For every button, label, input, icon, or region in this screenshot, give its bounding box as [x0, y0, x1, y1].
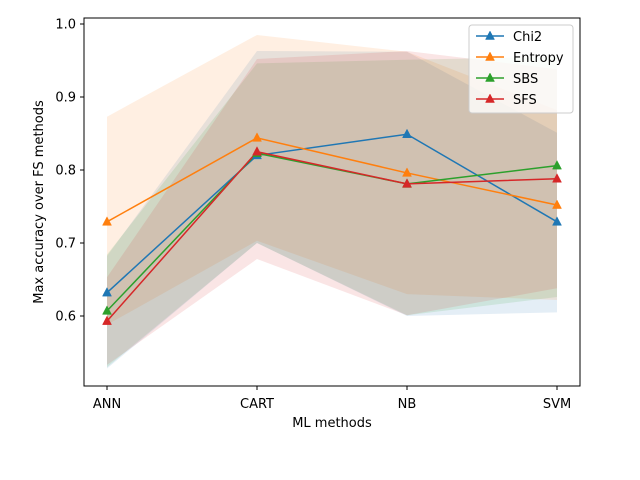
band-chi2: [107, 51, 557, 369]
point-entropy-cart: [252, 132, 262, 142]
legend-box: [468, 24, 574, 114]
y-tick-label: 0.8: [55, 164, 76, 179]
point-sbs-ann: [102, 305, 112, 315]
point-chi2-nb: [402, 128, 412, 138]
x-tick-label: NB: [398, 397, 417, 412]
legend: Chi2 Entropy SBS SFS: [468, 24, 574, 114]
legend-marker-icon: [485, 51, 495, 61]
legend-marker-icon: [485, 72, 495, 82]
y-axis-ticks: 0.6 0.7 0.8 0.9 1.0: [55, 18, 84, 325]
x-axis-ticks: ANN CART NB SVM: [93, 386, 571, 412]
point-sfs-ann: [102, 315, 112, 325]
y-tick-label: 0.6: [55, 310, 76, 325]
point-entropy-ann: [102, 216, 112, 226]
y-tick-label: 1.0: [55, 18, 76, 33]
legend-label: SBS: [513, 72, 538, 87]
legend-label: SFS: [513, 93, 537, 108]
series-markers: [102, 128, 562, 325]
legend-marker-icon: [485, 30, 495, 40]
line-entropy: [106, 137, 558, 223]
y-tick-label: 0.9: [55, 91, 76, 106]
band-sfs: [107, 51, 557, 365]
legend-label: Entropy: [513, 51, 564, 66]
line-chi2: [106, 133, 558, 294]
point-sfs-nb: [402, 178, 412, 188]
confidence-bands: [107, 34, 557, 369]
x-tick-label: CART: [240, 397, 274, 412]
legend-item-sbs: SBS: [476, 72, 538, 87]
legend-marker-icon: [485, 93, 495, 103]
point-chi2-ann: [102, 287, 112, 297]
legend-item-entropy: Entropy: [476, 51, 564, 66]
legend-label: Chi2: [513, 30, 542, 45]
point-sbs-svm: [552, 160, 562, 170]
y-tick-label: 0.7: [55, 237, 76, 252]
legend-item-sfs: SFS: [476, 93, 537, 108]
point-sfs-svm: [552, 173, 562, 183]
line-sfs: [106, 150, 558, 322]
point-chi2-svm: [552, 216, 562, 226]
x-tick-label: SVM: [543, 397, 571, 412]
y-axis-label: Max accuracy over FS methods: [32, 100, 47, 304]
band-sbs: [107, 56, 557, 368]
x-tick-label: ANN: [93, 397, 121, 412]
point-entropy-svm: [552, 199, 562, 209]
plot-frame: [83, 17, 581, 387]
series-lines: [106, 133, 558, 322]
band-entropy: [107, 34, 557, 325]
legend-item-chi2: Chi2: [476, 30, 542, 45]
point-sfs-cart: [252, 146, 262, 156]
x-axis-label: ML methods: [292, 416, 372, 431]
point-entropy-nb: [402, 167, 412, 177]
